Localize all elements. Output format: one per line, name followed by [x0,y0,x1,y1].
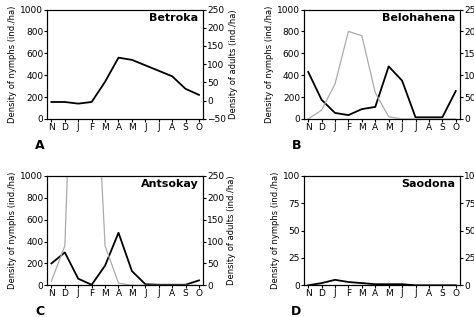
Text: Belohahena: Belohahena [382,13,455,23]
Y-axis label: Density of nymphs (ind./ha): Density of nymphs (ind./ha) [265,5,274,123]
Text: Saodona: Saodona [401,179,455,189]
Text: A: A [35,139,44,152]
Y-axis label: Density of adults (ind./ha): Density of adults (ind./ha) [227,176,236,285]
Text: Antsokay: Antsokay [141,179,198,189]
Y-axis label: Density of nymphs (ind./ha): Density of nymphs (ind./ha) [9,5,18,123]
Text: B: B [292,139,301,152]
Text: C: C [35,305,44,317]
Y-axis label: Density of adults (ind./ha): Density of adults (ind./ha) [229,10,238,119]
Y-axis label: Density of nymphs (ind./ha): Density of nymphs (ind./ha) [271,172,280,289]
Y-axis label: Density of nymphs (ind./ha): Density of nymphs (ind./ha) [9,172,18,289]
Text: D: D [291,305,301,317]
Text: Betroka: Betroka [149,13,198,23]
